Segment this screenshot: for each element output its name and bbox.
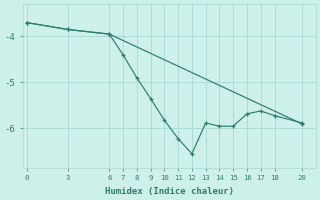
X-axis label: Humidex (Indice chaleur): Humidex (Indice chaleur) — [105, 187, 234, 196]
